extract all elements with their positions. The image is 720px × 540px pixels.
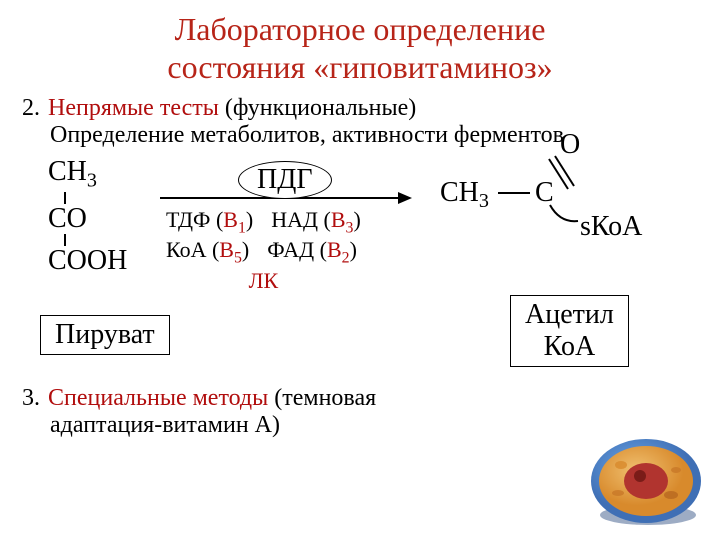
cofactor-fad: ФАД (В2) (267, 237, 357, 267)
enzyme-oval: ПДГ (238, 161, 332, 199)
pyruvate-l1: СН3 (48, 157, 127, 192)
cofactor-nad: НАД (В3) (271, 207, 361, 237)
title-line-1: Лабораторное определение (0, 10, 720, 48)
cofactor-koa: КоА (В5) (166, 237, 249, 267)
item-3-highlight: Специальные методы (48, 385, 274, 411)
item-3-rest: (темновая (274, 385, 376, 411)
enzyme-label: ПДГ (257, 164, 313, 195)
cofactor-lk: ЛК (166, 268, 361, 294)
slide-title: Лабораторное определение состояния «гипо… (0, 0, 720, 87)
item-2-highlight: Непрямые тесты (48, 95, 225, 121)
acetyl-label-box: Ацетил КоА (510, 295, 629, 367)
acetyl-label-l1: Ацетил (525, 299, 614, 331)
cofactor-tdf: ТДФ (В1) (166, 207, 253, 237)
pyruvate-label-box: Пируват (40, 315, 170, 355)
title-line-2: состояния «гиповитаминоз» (0, 48, 720, 86)
acetyl-c: С (535, 177, 554, 208)
item-2-rest: (функциональные) (225, 95, 416, 121)
item-3-number: 3. (22, 385, 40, 412)
cell-icon (586, 435, 706, 530)
bond-1 (64, 192, 66, 204)
cofactors-block: ТДФ (В1) НАД (В3) КоА (В5) ФАД (В2) ЛК (166, 207, 361, 294)
pyruvate-structure: СН3 СО СООН (48, 157, 127, 277)
acetyl-wave (550, 205, 578, 221)
item-3-row: 3. Специальные методы (темновая (22, 385, 698, 412)
acetyl-structure: О СН3 С sКоА (430, 131, 680, 266)
acetyl-svg: О СН3 С sКоА (430, 131, 680, 261)
item-3-text: Специальные методы (темновая (48, 385, 376, 412)
item-2-number: 2. (22, 95, 40, 122)
item-3-block: 3. Специальные методы (темновая адаптаци… (0, 385, 720, 439)
item-2-row: 2. Непрямые тесты (функциональные) (22, 95, 698, 122)
acetyl-skoa: sКоА (580, 211, 643, 242)
pyruvate-label: Пируват (55, 319, 155, 350)
reaction-diagram: СН3 СО СООН Пируват ПДГ ТДФ (В1) НАД (В3… (0, 155, 720, 385)
acetyl-label-l2: КоА (525, 331, 614, 363)
acetyl-ch3: СН3 (440, 177, 489, 212)
reaction-arrow-head (398, 192, 412, 204)
acetyl-dbl-2 (555, 156, 574, 186)
acetyl-o: О (560, 131, 580, 160)
pyruvate-l2: СО (48, 204, 127, 235)
pyruvate-l3: СООН (48, 246, 127, 277)
item-2-text: Непрямые тесты (функциональные) (48, 95, 416, 122)
